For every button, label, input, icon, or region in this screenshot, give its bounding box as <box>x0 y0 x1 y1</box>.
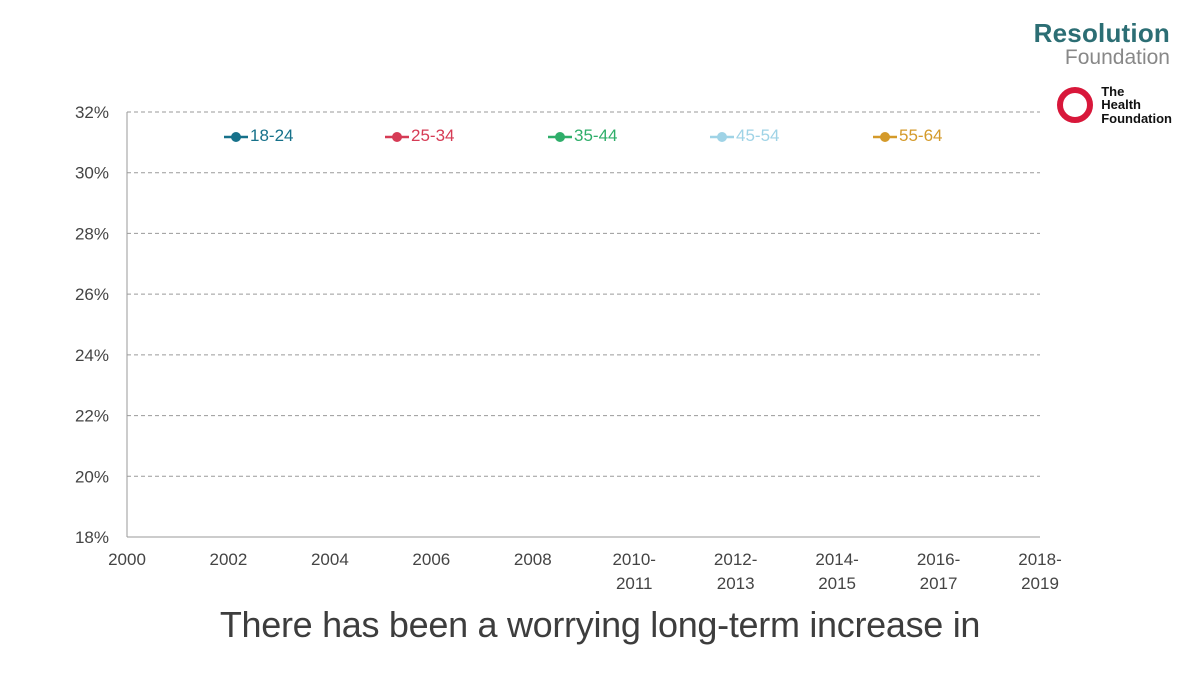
legend-marker-25-34 <box>392 132 402 142</box>
y-tick-label: 22% <box>75 407 109 426</box>
legend-label-35-44: 35-44 <box>574 126 617 145</box>
x-tick-label: 2006 <box>412 550 450 569</box>
y-tick-label: 20% <box>75 467 109 486</box>
x-tick-label: 2004 <box>311 550 349 569</box>
logo-hf-text: The Health Foundation <box>1101 85 1172 125</box>
logo-hf-line1: The <box>1101 84 1125 99</box>
logo-rf-line1: Resolution <box>1033 18 1170 48</box>
legend-marker-55-64 <box>880 132 890 142</box>
y-tick-label: 30% <box>75 164 109 183</box>
legend-marker-45-54 <box>717 132 727 142</box>
y-tick-label: 18% <box>75 528 109 547</box>
health-foundation-ring-icon <box>1057 86 1094 123</box>
logo-rf-line2: Foundation <box>1064 46 1170 69</box>
x-tick-label: 2000 <box>108 550 146 569</box>
x-tick-label: 2010-2011 <box>612 550 655 593</box>
legend-marker-35-44 <box>555 132 565 142</box>
legend-label-55-64: 55-64 <box>899 126 942 145</box>
y-tick-label: 24% <box>75 346 109 365</box>
logo-hf-line3: Foundation <box>1101 110 1172 126</box>
logo-hf-line2: Health <box>1101 97 1141 113</box>
x-tick-label: 2016-2017 <box>917 550 960 593</box>
legend-marker-18-24 <box>231 132 241 142</box>
x-tick-label: 2014-2015 <box>815 550 858 593</box>
x-tick-label: 2008 <box>514 550 552 569</box>
x-tick-label: 2012-2013 <box>714 550 757 593</box>
y-tick-label: 28% <box>75 224 109 243</box>
x-tick-label: 2018-2019 <box>1018 550 1061 593</box>
y-tick-label: 32% <box>75 103 109 122</box>
health-foundation-logo: The Health Foundation <box>1057 85 1172 125</box>
caption: There has been a worrying long-term incr… <box>219 604 981 645</box>
resolution-foundation-logo: Resolution Foundation <box>1034 20 1170 68</box>
legend-label-18-24: 18-24 <box>250 126 293 145</box>
y-tick-label: 26% <box>75 285 109 304</box>
legend-label-25-34: 25-34 <box>411 126 454 145</box>
legend-label-45-54: 45-54 <box>736 126 779 145</box>
x-tick-label: 2002 <box>210 550 248 569</box>
